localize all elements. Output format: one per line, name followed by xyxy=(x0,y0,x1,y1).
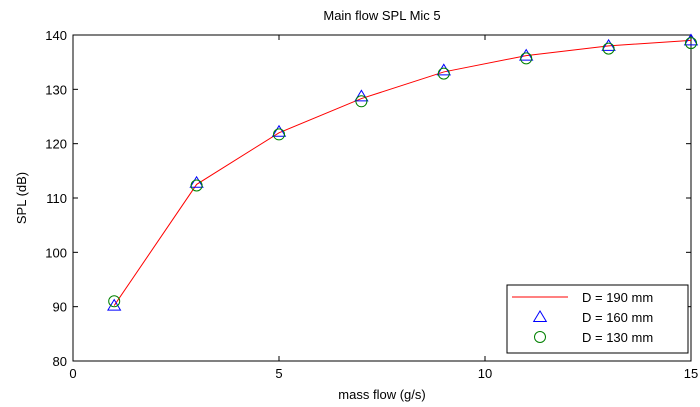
y-axis-label: SPL (dB) xyxy=(14,172,29,224)
ticks-layer: 0 5 10 15 80 90 100 110 120 130 140 xyxy=(45,28,698,381)
circle-marker xyxy=(108,295,121,308)
circle-marker xyxy=(437,67,450,80)
triangle-marker xyxy=(601,38,616,51)
legend-circle-swatch xyxy=(534,331,546,343)
circle-marker xyxy=(190,179,203,192)
circle-marker xyxy=(273,128,285,141)
y-tick-label: 120 xyxy=(45,137,67,152)
legend-label: D = 130 mm xyxy=(582,330,653,345)
legend-label: D = 190 mm xyxy=(582,290,653,305)
legend: D = 190 mm D = 160 mm D = 130 mm xyxy=(506,284,689,354)
y-tick-label: 80 xyxy=(53,354,67,369)
chart-title: Main flow SPL Mic 5 xyxy=(323,8,440,23)
triangle-marker xyxy=(107,298,122,311)
triangle-marker xyxy=(519,48,534,61)
triangle-marker xyxy=(683,33,699,46)
series-line xyxy=(113,39,692,306)
legend-items: D = 190 mm D = 160 mm D = 130 mm xyxy=(512,290,653,345)
circle-marker xyxy=(685,37,697,50)
series-triangle xyxy=(107,33,699,311)
triangle-marker xyxy=(189,175,204,188)
series-layer xyxy=(107,33,699,311)
x-tick-label: 0 xyxy=(69,366,76,381)
series-line xyxy=(113,39,692,306)
legend-label: D = 160 mm xyxy=(582,310,653,325)
legend-triangle-swatch xyxy=(532,310,548,322)
triangle-marker xyxy=(271,124,287,137)
triangle-marker xyxy=(354,89,369,102)
circle-marker xyxy=(355,95,368,108)
x-tick-label: 15 xyxy=(684,366,698,381)
x-tick-label: 10 xyxy=(478,366,492,381)
circle-marker xyxy=(602,42,615,55)
x-tick-label: 5 xyxy=(275,366,282,381)
y-tick-label: 110 xyxy=(46,191,67,206)
x-axis-label: mass flow (g/s) xyxy=(338,387,425,402)
y-tick-label: 100 xyxy=(45,245,67,260)
series-circle xyxy=(108,37,697,308)
circle-marker xyxy=(520,52,533,65)
y-tick-label: 90 xyxy=(53,300,67,315)
y-tick-label: 140 xyxy=(45,28,67,43)
y-tick-label: 130 xyxy=(45,82,67,97)
